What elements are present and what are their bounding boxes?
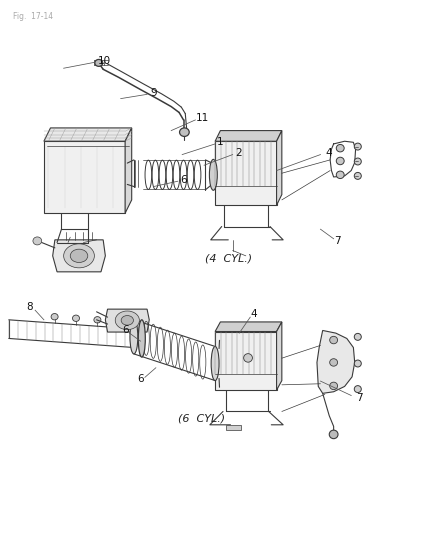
Ellipse shape [64,244,94,268]
Text: 10: 10 [98,56,111,66]
Polygon shape [125,128,131,213]
Ellipse shape [115,318,122,325]
Ellipse shape [329,382,337,390]
Ellipse shape [329,336,337,344]
Ellipse shape [209,159,217,190]
Ellipse shape [336,157,343,165]
Ellipse shape [329,359,337,366]
FancyBboxPatch shape [44,141,125,213]
Text: 11: 11 [195,114,208,123]
Ellipse shape [94,317,101,323]
Polygon shape [44,128,131,141]
Ellipse shape [72,315,79,321]
Ellipse shape [115,311,139,329]
Ellipse shape [95,60,102,67]
Text: 8: 8 [26,302,33,312]
Polygon shape [215,322,281,332]
Text: 6: 6 [121,326,128,335]
Ellipse shape [353,334,360,340]
Text: (6  CYL.): (6 CYL.) [178,414,225,423]
Polygon shape [215,131,281,141]
Ellipse shape [336,171,343,179]
Text: 4: 4 [250,310,257,319]
Text: 1: 1 [216,138,223,147]
Ellipse shape [243,354,252,362]
Text: 9: 9 [150,88,157,98]
Ellipse shape [138,320,145,357]
Text: 6: 6 [137,375,144,384]
Ellipse shape [51,313,58,320]
FancyBboxPatch shape [215,141,276,205]
Text: 4: 4 [324,148,331,158]
Ellipse shape [33,237,42,245]
Text: Fig.  17-14: Fig. 17-14 [13,12,53,21]
Text: 7: 7 [355,393,362,403]
Polygon shape [105,309,149,332]
Text: (4  CYL.): (4 CYL.) [204,254,251,263]
FancyBboxPatch shape [226,425,241,430]
Ellipse shape [353,360,360,367]
Ellipse shape [121,316,133,325]
Text: 6: 6 [180,175,187,184]
Ellipse shape [353,173,360,179]
Text: 7: 7 [333,236,340,246]
Ellipse shape [328,430,337,439]
Ellipse shape [211,346,219,381]
Ellipse shape [179,128,189,136]
Polygon shape [316,330,354,393]
Ellipse shape [353,158,360,165]
Ellipse shape [336,144,343,152]
Ellipse shape [130,320,138,354]
Polygon shape [53,240,105,272]
Ellipse shape [353,143,360,150]
FancyBboxPatch shape [215,332,276,390]
Ellipse shape [353,386,360,392]
Polygon shape [276,131,281,205]
Text: 2: 2 [234,148,241,158]
Polygon shape [276,322,281,390]
Ellipse shape [70,249,88,263]
